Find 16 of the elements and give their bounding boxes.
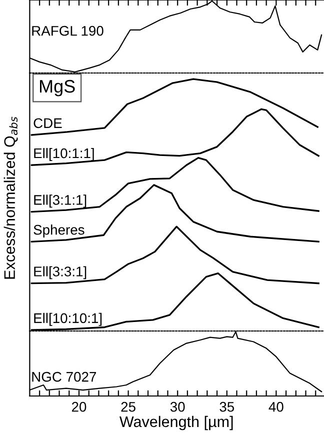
series-label: NGC 7027: [32, 372, 96, 382]
series-label: Ell[3:3:1]: [34, 266, 86, 280]
y-axis-title: Excess/normalized Q$_{abs}$: [4, 116, 18, 279]
x-axis-title: Wavelength [µm]: [119, 416, 233, 430]
series-label: Spheres: [34, 224, 84, 238]
series-label: Ell[10:1:1]: [34, 148, 94, 161]
x-tick-label: 40: [268, 402, 284, 412]
series-label: RAFGL 190: [32, 26, 104, 36]
annotation: MgS: [40, 80, 75, 96]
series-label: Ell[3:1:1]: [34, 194, 86, 208]
x-tick-label: 30: [170, 402, 185, 412]
x-tick-label: 25: [121, 402, 136, 412]
x-tick-label: 20: [72, 402, 86, 412]
x-tick-label: 35: [220, 402, 234, 412]
series-label: Ell[10:10:1]: [34, 312, 102, 326]
series-label: CDE: [34, 118, 62, 128]
